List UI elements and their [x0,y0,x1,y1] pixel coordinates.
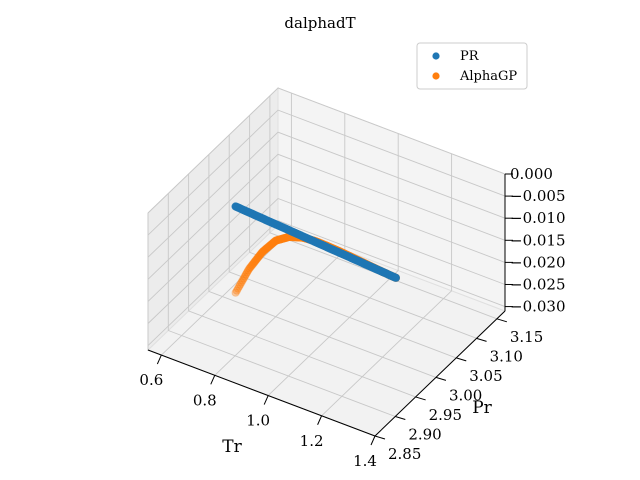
y-tick-label: 3.10 [490,347,523,365]
tick-labels: 0.6 0.8 1.0 1.2 1.4 2.85 2.902.95 3.003.05 3.103… [139,165,565,470]
legend-label-alphagp: AlphaGP [459,69,517,84]
axis-lines [147,173,513,446]
data-point [236,280,245,289]
data-point [237,278,246,287]
y-tick-label: 3.05 [469,367,502,385]
grid-line-y [269,95,498,320]
y-tick [395,415,406,420]
data-point [235,282,244,291]
x-tick-label: 1.2 [300,432,324,450]
x-tick-label: 1.4 [353,452,377,470]
data-point [238,276,247,285]
data-point [239,274,248,283]
z-tick-label: 0.000 [510,165,553,183]
z-tick-label: −0.015 [510,231,566,249]
y-tick-label: 2.85 [388,445,421,463]
grid-line-y [228,134,457,359]
y-tick [476,337,487,342]
y-tick-label: 3.00 [449,386,482,404]
z-tick-label: −0.010 [510,209,566,227]
z-tick-label: −0.025 [510,275,566,293]
y-tick-label: 3.15 [510,328,543,346]
legend: PR AlphaGP [416,42,528,90]
legend-frame [416,42,528,90]
z-tick-label: −0.020 [510,253,566,271]
legend-marker-alphagp [432,72,440,80]
y-axis-line [374,310,506,437]
grid-line-z [147,109,506,236]
legend-label-pr: PR [460,49,480,64]
grid-line-y [208,154,437,378]
y-tick [374,435,386,440]
x-tick [156,354,162,365]
x-tick [370,435,376,446]
data-point [232,286,241,295]
y-axis-label: Pr [472,398,492,418]
y-tick [496,318,508,323]
scatter-points [231,202,400,297]
grid-line-y [249,115,477,339]
grid-line-z [147,153,506,280]
x-tick [263,395,269,405]
grid-line-z [147,131,506,258]
y-tick [415,396,426,401]
grid-line-z [147,175,506,302]
y-tick [435,376,447,381]
grid-line-y [188,173,416,398]
z-tick-label: −0.030 [510,298,566,316]
x-axis-line [147,349,376,437]
data-point [391,273,400,282]
y-tick-label: 2.95 [429,406,462,424]
chart-title: dalphadT [284,14,355,32]
x-tick [317,415,323,425]
grid-line-x [321,153,453,417]
legend-marker-pr [432,52,440,60]
x-tick-label: 0.8 [193,391,217,409]
x-axis-label: Tr [222,437,242,457]
data-point [240,272,249,281]
y-tick-label: 2.90 [408,425,441,443]
x-tick-label: 0.6 [139,371,163,389]
grid-line-z [147,220,506,346]
grid-line-y [167,193,396,417]
grid-line-x [267,133,399,396]
y-tick [456,357,467,362]
x-tick [210,375,216,385]
grid-line-z [147,87,506,214]
grid-line-z [147,197,506,324]
data-point [233,284,242,293]
series-pr [231,202,400,282]
x-tick-label: 1.0 [246,412,270,430]
axis-panes [147,86,506,437]
data-point [231,288,240,297]
z-tick-label: −0.005 [510,187,566,205]
